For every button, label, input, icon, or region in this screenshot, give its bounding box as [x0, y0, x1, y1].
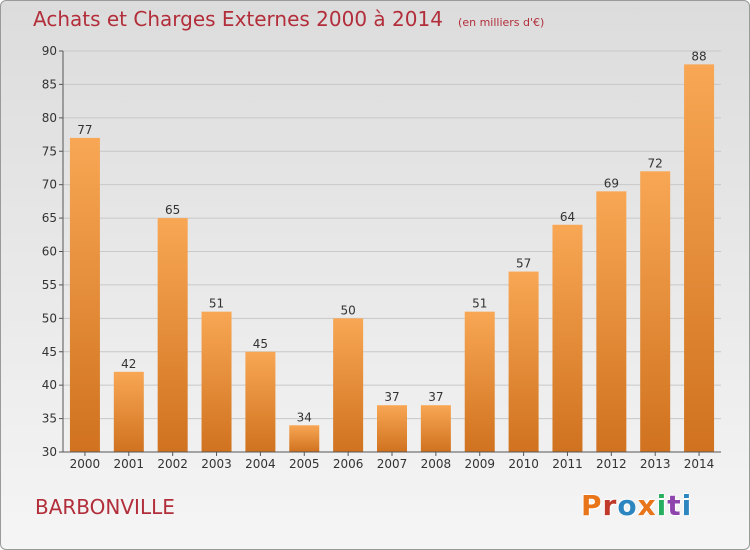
bar-2012 [596, 191, 627, 452]
chart-title-line: Achats et Charges Externes 2000 à 2014 (… [33, 7, 544, 31]
x-tick-label-2003: 2003 [201, 457, 232, 471]
y-tick-label-35: 35 [42, 412, 57, 426]
x-tick-label-2012: 2012 [596, 457, 627, 471]
chart-title: Achats et Charges Externes 2000 à 2014 [33, 7, 443, 31]
y-tick-label-90: 90 [42, 44, 57, 58]
x-tick-label-2013: 2013 [640, 457, 671, 471]
logo-letter: i [681, 489, 693, 522]
data-label-2006: 50 [340, 303, 355, 317]
data-label-2002: 65 [165, 203, 180, 217]
x-tick-label-2005: 2005 [289, 457, 320, 471]
logo-letter: i [656, 489, 668, 522]
data-label-2007: 37 [384, 390, 399, 404]
x-tick-label-2004: 2004 [245, 457, 276, 471]
data-label-2012: 69 [604, 176, 619, 190]
y-tick-label-75: 75 [42, 144, 57, 158]
x-tick-label-2008: 2008 [421, 457, 452, 471]
logo-letter: t [667, 489, 682, 522]
data-label-2014: 88 [691, 49, 706, 63]
data-label-2008: 37 [428, 390, 443, 404]
y-tick-label-80: 80 [42, 111, 57, 125]
y-tick-label-30: 30 [42, 445, 57, 459]
bar-2000 [69, 137, 100, 452]
bar-2013 [640, 171, 671, 453]
x-tick-label-2014: 2014 [684, 457, 715, 471]
x-tick-label-2010: 2010 [508, 457, 539, 471]
bar-2009 [464, 311, 495, 452]
x-tick-label-2007: 2007 [377, 457, 408, 471]
y-tick-label-60: 60 [42, 245, 57, 259]
y-tick-label-70: 70 [42, 178, 57, 192]
data-label-2009: 51 [472, 297, 487, 311]
x-tick-label-2002: 2002 [157, 457, 188, 471]
data-label-2000: 77 [77, 123, 92, 137]
data-label-2004: 45 [253, 337, 268, 351]
commune-name: BARBONVILLE [35, 495, 175, 519]
logo-letter: P [581, 489, 603, 522]
data-label-2005: 34 [297, 410, 312, 424]
data-label-2010: 57 [516, 257, 531, 271]
bar-2004 [245, 351, 276, 452]
bar-2005 [289, 425, 320, 452]
y-tick-label-55: 55 [42, 278, 57, 292]
logo-letter: o [617, 489, 638, 522]
bar-2006 [333, 318, 364, 452]
y-tick-label-65: 65 [42, 211, 57, 225]
y-tick-label-45: 45 [42, 345, 57, 359]
bar-2007 [377, 405, 407, 452]
data-labels: 77 42 65 51 45 34 50 37 37 51 57 64 69 72 88 [77, 49, 706, 424]
x-tick-label-2006: 2006 [333, 457, 364, 471]
bar-2008 [420, 405, 451, 452]
y-tick-label-85: 85 [42, 77, 57, 91]
chart-subtitle: (en milliers d'€) [458, 16, 545, 29]
x-tick-label-2009: 2009 [464, 457, 495, 471]
data-label-2001: 42 [121, 357, 136, 371]
logo-letter: x [637, 489, 657, 522]
data-label-2003: 51 [209, 297, 224, 311]
bar-2011 [552, 224, 583, 452]
x-tick-label-2011: 2011 [552, 457, 583, 471]
proxiti-logo: Proxiti [581, 489, 692, 522]
data-label-2013: 72 [648, 156, 663, 170]
y-tick-label-50: 50 [42, 311, 57, 325]
bar-2010 [508, 271, 539, 452]
bar-2003 [201, 311, 232, 452]
y-tick-label-40: 40 [42, 378, 57, 392]
bar-2014 [684, 64, 715, 452]
logo-letter: r [602, 489, 618, 522]
bars [69, 64, 715, 453]
bar-2001 [113, 371, 144, 452]
axes: 30 35 40 45 50 55 60 65 70 75 80 85 90 2000 2001 2002 20… [42, 44, 721, 471]
bar-2002 [157, 218, 188, 452]
data-label-2011: 64 [560, 210, 575, 224]
x-tick-label-2000: 2000 [70, 457, 101, 471]
x-tick-label-2001: 2001 [114, 457, 145, 471]
